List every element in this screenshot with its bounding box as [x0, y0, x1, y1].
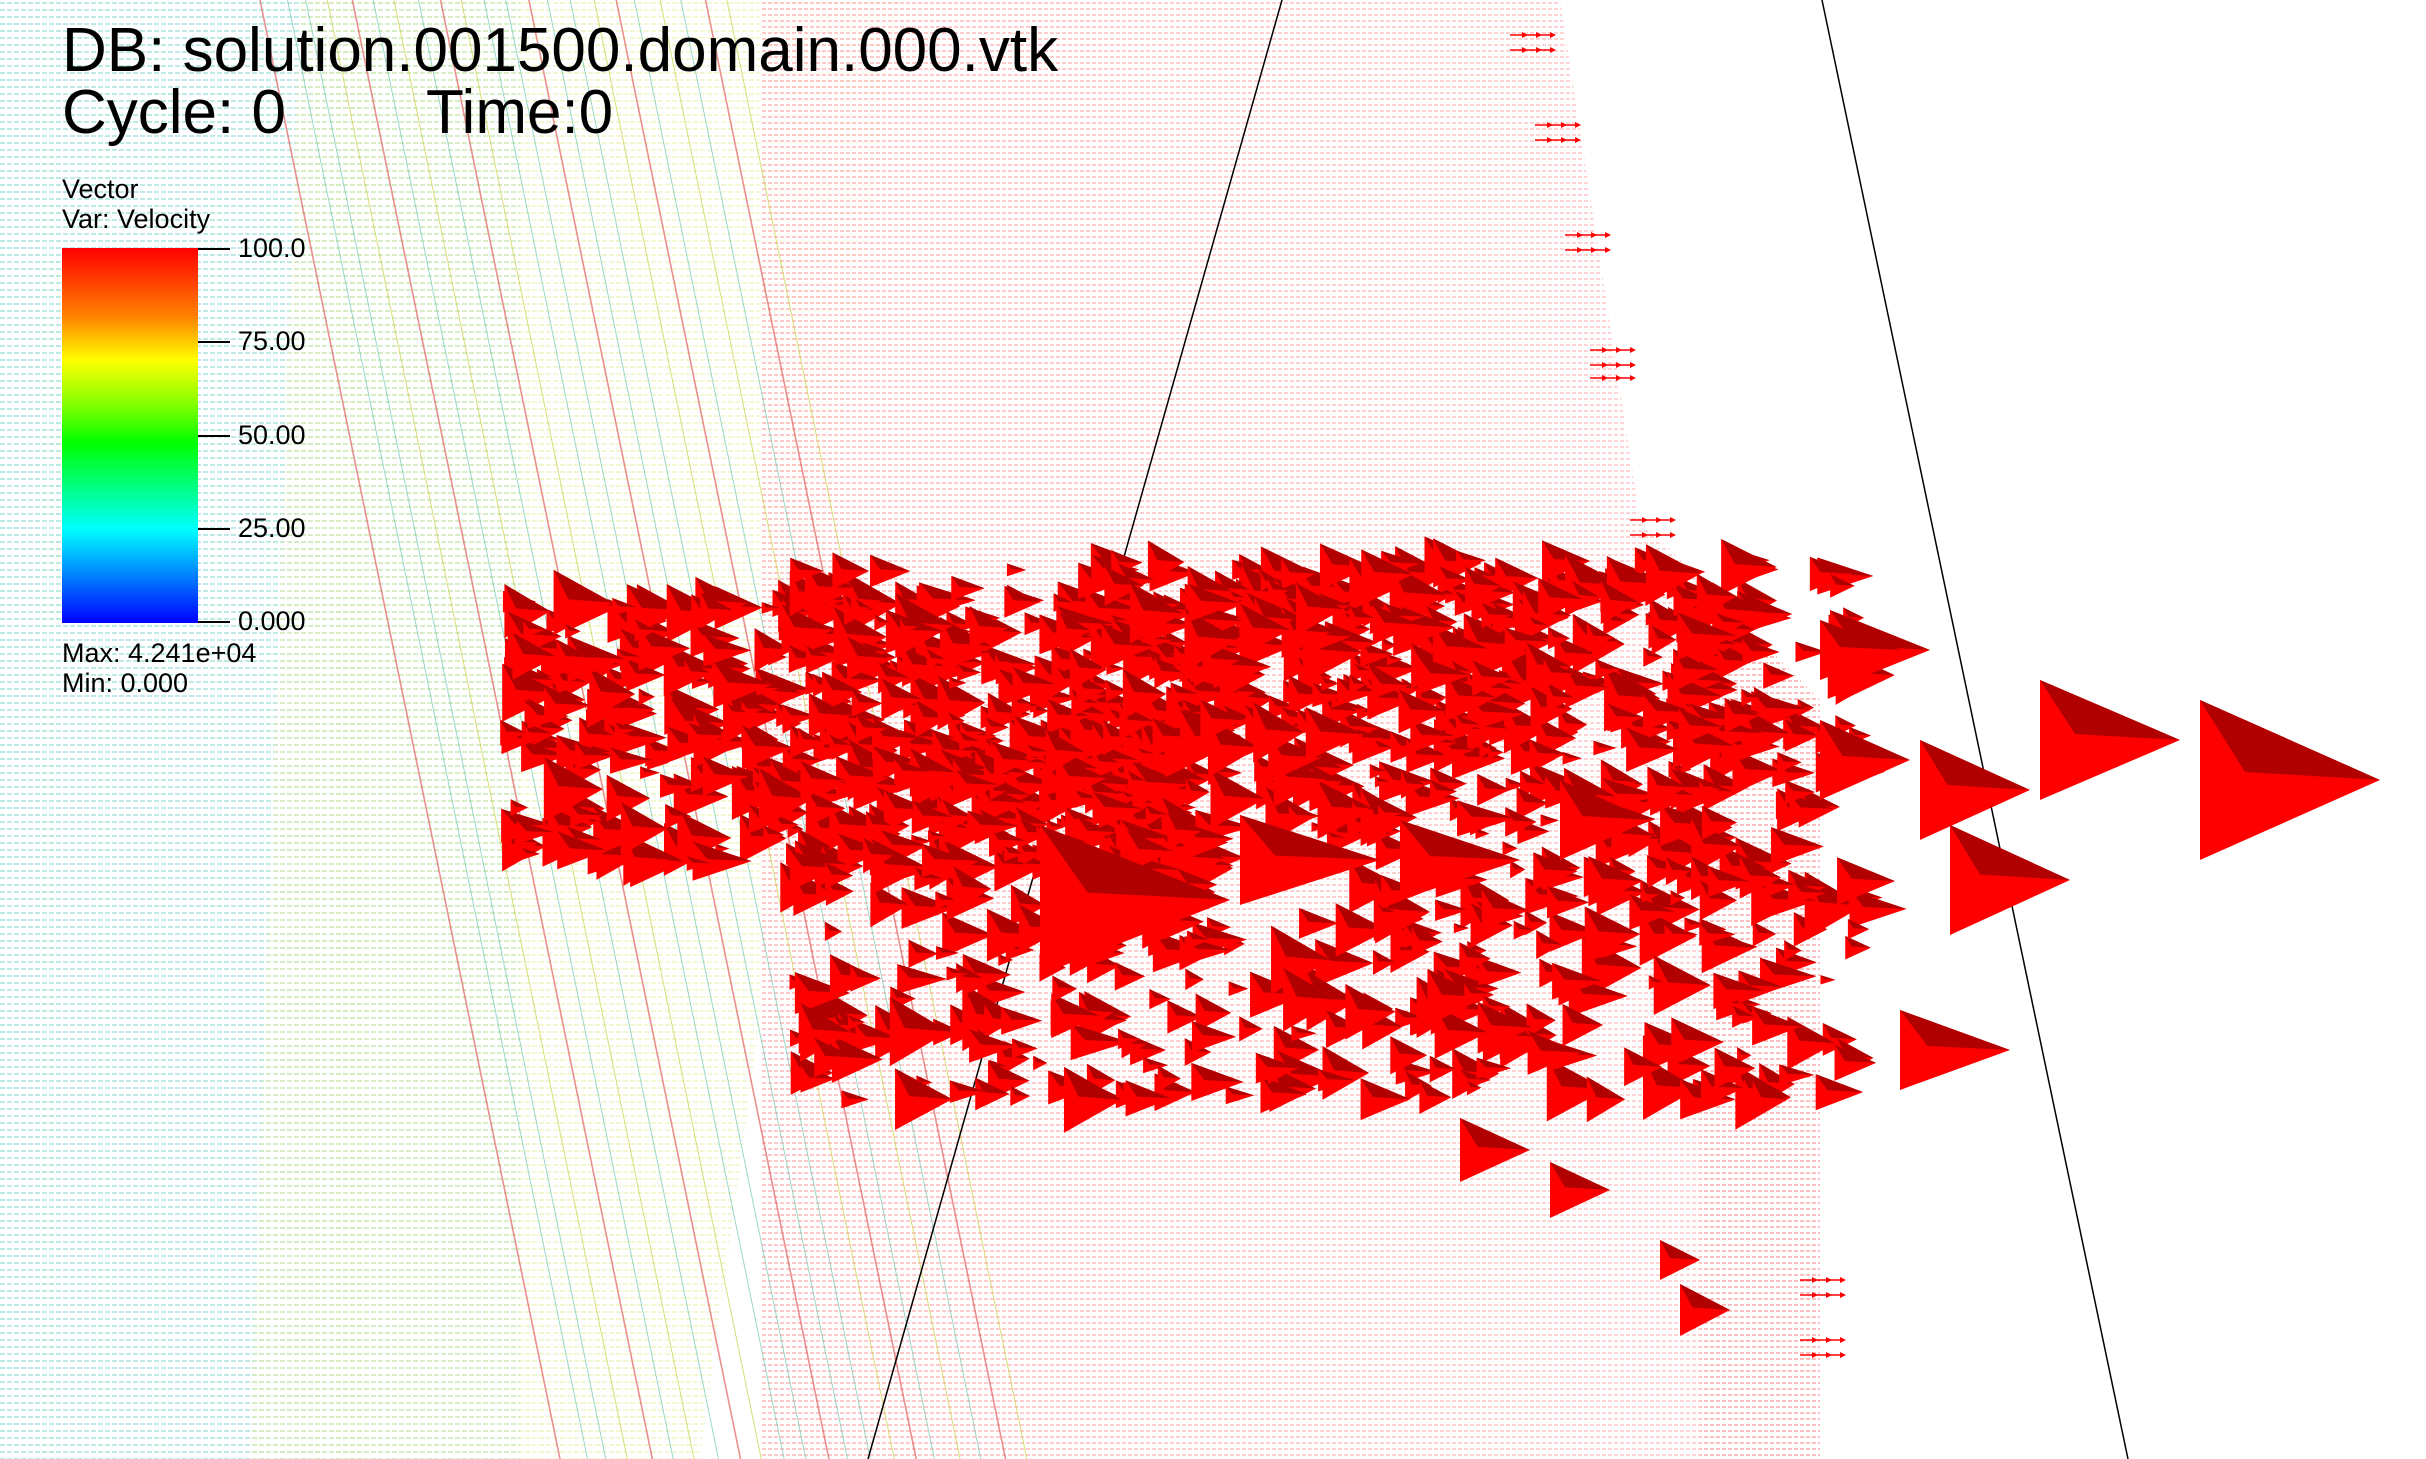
legend-tick [198, 248, 230, 250]
legend-tick [198, 341, 230, 343]
cycle-label: Cycle: 0 [62, 78, 286, 147]
large-velocity-glyphs [1040, 610, 2380, 1336]
cycle-time-line: Cycle: 0 Time:0 [62, 82, 613, 144]
time-label: Time:0 [425, 78, 614, 147]
color-legend: Vector Var: Velocity 100.0 75.00 50.00 2… [62, 170, 382, 700]
legend-min: Min: 0.000 [62, 668, 189, 698]
legend-tick-label: 75.00 [238, 326, 306, 356]
legend-tick-label: 0.000 [238, 606, 306, 636]
legend-plot-type: Vector [62, 174, 139, 204]
legend-max: Max: 4.241e+04 [62, 638, 257, 668]
legend-tick [198, 435, 230, 437]
legend-tick [198, 621, 230, 623]
legend-tick-label: 50.00 [238, 420, 306, 450]
legend-tick-label: 25.00 [238, 513, 306, 543]
legend-tick-label: 100.0 [238, 233, 306, 263]
legend-tick [198, 528, 230, 530]
legend-variable: Var: Velocity [62, 204, 211, 234]
colorbar [62, 248, 198, 623]
edge-arrows [1510, 32, 1846, 1358]
velocity-glyph-cloud [500, 536, 1907, 1133]
database-label: DB: solution.001500.domain.000.vtk [62, 16, 1059, 85]
